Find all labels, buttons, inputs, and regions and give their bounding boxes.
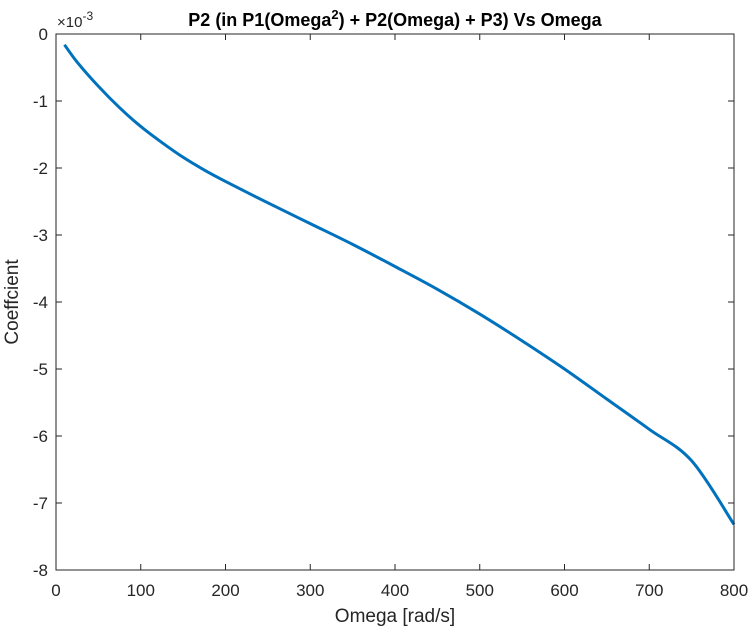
x-tick-label: 500	[466, 581, 494, 600]
y-tick-label: -7	[33, 494, 48, 513]
x-tick-label: 0	[51, 581, 60, 600]
y-tick-label: -4	[33, 293, 48, 312]
series-line	[63, 43, 736, 526]
chart-title: P2 (in P1(Omega2) + P2(Omega) + P3) Vs O…	[188, 7, 602, 30]
ticks: 0 100 200 300 400 500 600 700 800 0 -1 -2 -3 -4 -5 -6 -7…	[33, 25, 748, 600]
y-tick-label: -3	[33, 226, 48, 245]
x-axis-label: Omega [rad/s]	[335, 606, 455, 627]
x-tick-label: 800	[720, 581, 748, 600]
y-exponent-label: ×10-3	[57, 9, 93, 31]
y-axis-label: Coeffcient	[2, 259, 23, 345]
x-tick-label: 400	[381, 581, 409, 600]
x-tick-label: 700	[635, 581, 663, 600]
y-tick-label: 0	[39, 25, 48, 44]
y-tick-label: -2	[33, 159, 48, 178]
y-tick-label: -8	[33, 561, 48, 580]
y-tick-label: -6	[33, 427, 48, 446]
y-tick-label: -5	[33, 360, 48, 379]
x-tick-label: 100	[127, 581, 155, 600]
x-tick-label: 600	[550, 581, 578, 600]
y-tick-label: -1	[33, 92, 48, 111]
plot-area	[56, 34, 734, 570]
x-tick-label: 200	[211, 581, 239, 600]
plot-frame	[55, 33, 735, 571]
x-tick-label: 300	[296, 581, 324, 600]
series-layer	[63, 43, 736, 526]
